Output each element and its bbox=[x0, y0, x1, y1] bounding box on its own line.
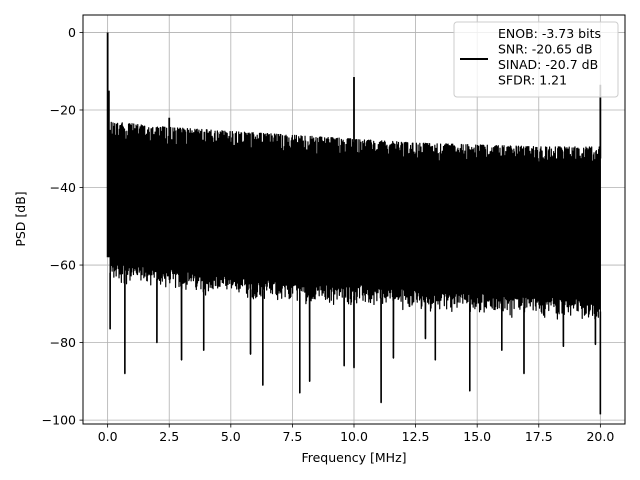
x-tick-label: 17.5 bbox=[525, 429, 553, 444]
y-tick-label: −40 bbox=[50, 180, 76, 195]
y-axis-label: PSD [dB] bbox=[13, 191, 28, 246]
x-tick-label: 2.5 bbox=[159, 429, 179, 444]
x-tick-label: 10.0 bbox=[340, 429, 368, 444]
y-tick-label: −60 bbox=[50, 258, 76, 273]
legend-entry: SINAD: -20.7 dB bbox=[498, 57, 598, 72]
y-tick-label: −100 bbox=[42, 413, 76, 428]
legend-box bbox=[453, 21, 619, 98]
y-tick-label: 0 bbox=[68, 25, 76, 40]
legend-entry: SFDR: 1.21 bbox=[498, 73, 567, 88]
legend-entry: ENOB: -3.73 bits bbox=[498, 26, 601, 41]
x-tick-label: 20.0 bbox=[586, 429, 614, 444]
ticks: 0.0 2.5 5.0 7.5 10.0 12.5 15.0 17.5 20.0 0 −20 −40 −… bbox=[42, 25, 615, 444]
x-tick-label: 0.0 bbox=[98, 429, 118, 444]
legend-entry: SNR: -20.65 dB bbox=[498, 42, 593, 57]
y-tick-label: −20 bbox=[50, 102, 76, 117]
x-tick-label: 7.5 bbox=[282, 429, 302, 444]
x-tick-label: 15.0 bbox=[463, 429, 491, 444]
series-group bbox=[106, 32, 602, 415]
x-tick-label: 12.5 bbox=[402, 429, 430, 444]
x-axis-label: Frequency [MHz] bbox=[301, 450, 406, 465]
y-tick-label: −80 bbox=[50, 335, 76, 350]
psd-line bbox=[109, 121, 601, 415]
x-tick-label: 5.0 bbox=[221, 429, 241, 444]
